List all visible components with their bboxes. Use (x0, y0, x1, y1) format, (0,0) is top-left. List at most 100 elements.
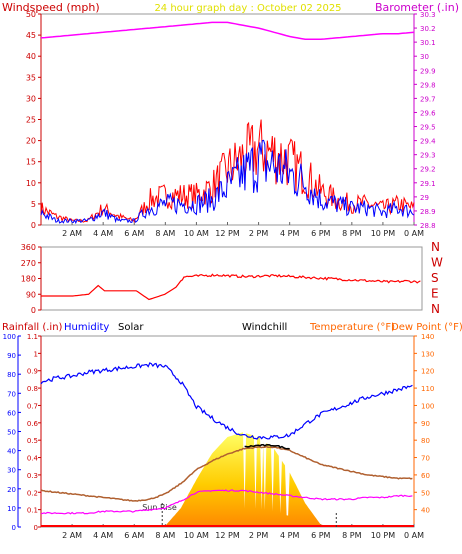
wind-plot-frame (40, 13, 415, 226)
windspeed-y-tick-label: 10 (26, 179, 36, 188)
temperature-x-tick-label: 0 AM (404, 531, 424, 540)
windspeed-y-tick-label: 15 (26, 158, 36, 167)
rainfall-y-tick-label: 0.8 (27, 385, 38, 393)
rainfall-y-tick-label: 1.1 (27, 333, 38, 341)
dewpoint-header: Dew Point (°F) (391, 322, 462, 333)
humidity-y-tick-label: 40 (7, 448, 16, 456)
temperature-line (40, 445, 413, 502)
temperature-x-tick-label: 10 AM (184, 531, 209, 540)
wind-x-tick-label: 10 PM (371, 229, 396, 238)
temperature-header: Temperature (°F) (309, 322, 395, 333)
temperature-humidity-panel: Rainfall (.in) Humidity Solar Windchill Temp… (2, 322, 462, 540)
barometer-y-tick-label: 30.1 (420, 39, 436, 47)
temperature-x-tick-label: 4 AM (93, 531, 113, 540)
compass-label: N (431, 240, 440, 254)
wind-x-tick-label: 0 AM (404, 229, 424, 238)
humidity-y-tick-label: 70 (7, 390, 16, 398)
temperature-x-tick-label: 6 PM (311, 531, 330, 540)
direction-y-tick-label: 360 (21, 243, 36, 252)
humidity-line (40, 362, 413, 440)
wind-barometer-panel: 2 AM 4 AM 6 AM 8 AM 10 AM 12 PM 2 PM 4 PM 6 PM 8 … (26, 10, 436, 238)
temperature-y-tick-label: 60 (421, 472, 430, 480)
humidity-y-tick-label: 90 (7, 352, 16, 360)
humidity-y-tick-label: 10 (7, 505, 16, 513)
barometer-y-tick-label: 28.8 (420, 222, 436, 230)
barometer-y-tick-label: 30 (420, 53, 429, 61)
rainfall-y-tick-label: 0.3 (27, 472, 38, 480)
rainfall-y-tick-label: 0 (34, 524, 38, 532)
temperature-x-tick-label: 10 PM (371, 531, 396, 540)
wind-direction-line (41, 273, 421, 301)
rainfall-y-tick-label: 0.4 (27, 455, 39, 463)
rainfall-y-tick-label: 0.6 (27, 420, 39, 428)
windspeed-y-tick-label: 0 (31, 221, 36, 230)
barometer-y-tick-label: 29 (420, 194, 429, 202)
temperature-x-tick-label: 6 AM (124, 531, 144, 540)
wind-x-tick-label: 6 AM (124, 229, 144, 238)
barometer-y-tick-label: 29.7 (420, 95, 436, 103)
wind-x-tick-label: 2 PM (249, 229, 268, 238)
humidity-y-tick-label: 60 (7, 409, 16, 417)
humidity-header: Humidity (64, 322, 109, 333)
barometer-y-tick-label: 30.3 (420, 11, 436, 19)
barometer-y-tick-label: 30.2 (420, 25, 436, 33)
temperature-y-tick-label: 90 (421, 420, 430, 428)
compass-label: S (431, 271, 439, 285)
direction-plot-frame (40, 246, 423, 311)
windspeed-axis-title: Windspeed (mph) (2, 1, 100, 14)
barometer-y-tick-label: 29.4 (420, 138, 436, 146)
compass-label: E (431, 287, 439, 301)
sunrise-label: Sun Rise (142, 503, 177, 512)
temperature-y-tick-label: 110 (421, 385, 434, 393)
humidity-y-tick-label: 0 (12, 524, 16, 532)
direction-y-tick-label: 90 (26, 290, 36, 299)
temperature-y-tick-label: 100 (421, 402, 434, 410)
graph-date-title: 24 hour graph day : October 02 2025 (154, 3, 341, 14)
rainfall-y-tick-label: 0.9 (27, 368, 38, 376)
windspeed-y-tick-label: 5 (31, 200, 36, 209)
temperature-y-tick-label: 70 (421, 455, 430, 463)
barometer-y-tick-label: 29.1 (420, 180, 436, 188)
barometer-y-tick-label: 29.3 (420, 152, 436, 160)
barometer-line (40, 21, 415, 41)
temperature-y-tick-label: 40 (421, 507, 430, 515)
solar-area (41, 432, 414, 527)
windspeed-y-tick-label: 20 (26, 137, 36, 146)
windspeed-y-tick-label: 30 (26, 94, 36, 103)
temperature-y-tick-label: 130 (421, 350, 434, 358)
windchill-line (244, 444, 290, 450)
wind-x-tick-label: 12 PM (215, 229, 240, 238)
humidity-y-tick-label: 30 (7, 467, 16, 475)
barometer-y-tick-label: 29.5 (420, 124, 436, 132)
dewpoint-line (40, 489, 413, 515)
humidity-y-tick-label: 80 (7, 371, 16, 379)
temperature-x-tick-label: 12 PM (215, 531, 240, 540)
barometer-y-tick-label: 29.9 (420, 67, 436, 75)
barometer-y-tick-label: 29.2 (420, 166, 436, 174)
wind-x-tick-label: 8 AM (155, 229, 175, 238)
rainfall-y-tick-label: 1 (34, 350, 38, 358)
temperature-y-tick-label: 120 (421, 368, 434, 376)
rainfall-y-tick-label: 0.7 (27, 402, 38, 410)
windspeed-y-tick-label: 45 (26, 31, 36, 40)
barometer-axis-title: Barometer (.in) (375, 1, 459, 14)
direction-y-tick-label: 270 (21, 259, 36, 268)
rainfall-y-tick-label: 0.1 (27, 507, 38, 515)
temperature-y-tick-label: 140 (421, 333, 434, 341)
compass-label: N (431, 302, 440, 316)
temperature-x-tick-label: 2 PM (249, 531, 268, 540)
temperature-x-tick-label: 8 PM (342, 531, 361, 540)
temperature-y-tick-label: 80 (421, 437, 430, 445)
windspeed-line (40, 139, 415, 225)
windspeed-y-tick-label: 25 (26, 116, 36, 125)
compass-label: W (431, 256, 443, 270)
wind-x-tick-label: 4 AM (93, 229, 113, 238)
humidity-y-tick-label: 100 (3, 333, 16, 341)
direction-y-tick-label: 0 (31, 306, 36, 315)
barometer-y-tick-label: 29.8 (420, 81, 436, 89)
windchill-header: Windchill (242, 322, 287, 333)
rainfall-header: Rainfall (.in) (2, 322, 63, 333)
barometer-y-tick-label: 28.9 (420, 208, 436, 216)
temperature-x-tick-label: 2 AM (62, 531, 82, 540)
